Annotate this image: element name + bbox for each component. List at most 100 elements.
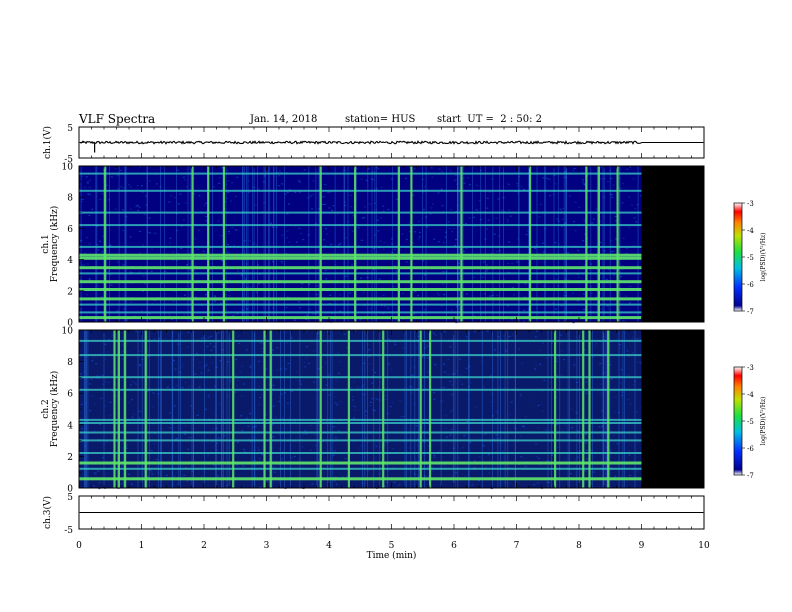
noise-pixel: [186, 264, 189, 266]
x-tick-label: 7: [514, 541, 520, 551]
noise-pixel: [315, 294, 318, 296]
sferic-burst: [104, 166, 107, 322]
noise-pixel: [127, 473, 130, 475]
noise-pixel: [383, 442, 386, 444]
noise-pixel: [347, 221, 350, 223]
noise-pixel: [254, 426, 257, 428]
noise-pixel: [369, 363, 372, 365]
noise-pixel: [132, 413, 135, 415]
noise-pixel: [220, 284, 223, 286]
impulse-line: [440, 330, 442, 488]
noise-pixel: [368, 203, 371, 205]
impulse-line: [193, 330, 194, 488]
noise-pixel: [147, 231, 150, 233]
noise-pixel: [302, 361, 305, 364]
impulse-line: [327, 330, 329, 488]
noise-pixel: [309, 195, 312, 197]
noise-pixel: [291, 390, 293, 393]
impulse-line: [284, 330, 285, 488]
noise-pixel: [107, 270, 110, 272]
noise-pixel: [363, 393, 366, 396]
noise-pixel: [121, 344, 124, 346]
noise-pixel: [236, 313, 239, 315]
noise-pixel: [80, 403, 83, 405]
noise-pixel: [491, 178, 493, 180]
noise-pixel: [507, 262, 509, 265]
noise-pixel: [383, 486, 386, 488]
noise-pixel: [182, 363, 185, 365]
x-tick-label: 4: [326, 541, 332, 551]
noise-pixel: [174, 368, 177, 370]
noise-pixel: [214, 296, 217, 298]
noise-pixel: [286, 191, 289, 193]
noise-pixel: [414, 231, 417, 233]
noise-pixel: [196, 414, 199, 416]
noise-pixel: [422, 330, 425, 332]
impulse-line: [86, 330, 87, 488]
noise-pixel: [246, 308, 249, 310]
noise-pixel: [138, 365, 141, 367]
impulse-line: [503, 166, 504, 322]
noise-pixel: [271, 226, 274, 228]
noise-pixel: [583, 221, 586, 223]
noise-pixel: [619, 382, 622, 384]
noise-pixel: [637, 361, 640, 363]
noise-pixel: [437, 294, 440, 296]
impulse-line: [559, 330, 561, 488]
noise-pixel: [339, 401, 342, 403]
impulse-line: [544, 166, 545, 322]
noise-pixel: [266, 480, 269, 482]
noise-pixel: [375, 398, 378, 400]
noise-pixel: [126, 319, 129, 321]
noise-pixel: [350, 206, 353, 208]
noise-pixel: [519, 435, 522, 437]
noise-pixel: [449, 380, 452, 382]
noise-pixel: [94, 403, 97, 405]
noise-pixel: [203, 204, 206, 206]
noise-pixel: [278, 481, 281, 483]
noise-pixel: [219, 302, 222, 304]
noise-pixel: [458, 358, 461, 360]
noise-pixel: [569, 473, 572, 475]
noise-pixel: [411, 374, 414, 376]
noise-pixel: [463, 182, 466, 184]
noise-pixel: [574, 459, 577, 461]
noise-pixel: [628, 302, 631, 304]
noise-pixel: [149, 318, 152, 320]
noise-pixel: [639, 195, 642, 197]
noise-pixel: [122, 209, 125, 211]
noise-pixel: [313, 350, 316, 352]
noise-pixel: [281, 234, 284, 236]
noise-pixel: [450, 209, 453, 211]
noise-pixel: [142, 290, 144, 292]
sferic-burst: [269, 330, 272, 488]
noise-pixel: [433, 454, 436, 457]
noise-pixel: [537, 427, 540, 429]
noise-pixel: [572, 169, 575, 172]
noise-pixel: [129, 384, 132, 386]
impulse-line: [157, 330, 159, 488]
y-axis-label: Frequency (kHz): [49, 206, 60, 283]
impulse-line: [536, 166, 538, 322]
noise-pixel: [184, 202, 187, 204]
impulse-line: [316, 330, 318, 488]
noise-pixel: [87, 193, 90, 195]
noise-pixel: [273, 481, 276, 483]
noise-pixel: [293, 319, 296, 321]
noise-pixel: [169, 427, 172, 429]
noise-pixel: [327, 192, 329, 194]
noise-pixel: [371, 398, 374, 400]
impulse-line: [406, 330, 407, 488]
noise-pixel: [472, 315, 475, 317]
noise-pixel: [495, 217, 498, 219]
noise-pixel: [507, 305, 510, 307]
noise-pixel: [138, 271, 141, 273]
noise-pixel: [138, 206, 141, 208]
noise-pixel: [257, 449, 260, 451]
noise-pixel: [288, 203, 291, 205]
noise-pixel: [354, 405, 357, 408]
noise-pixel: [612, 274, 615, 276]
noise-pixel: [620, 276, 623, 278]
noise-pixel: [639, 337, 641, 339]
noise-pixel: [412, 242, 415, 244]
